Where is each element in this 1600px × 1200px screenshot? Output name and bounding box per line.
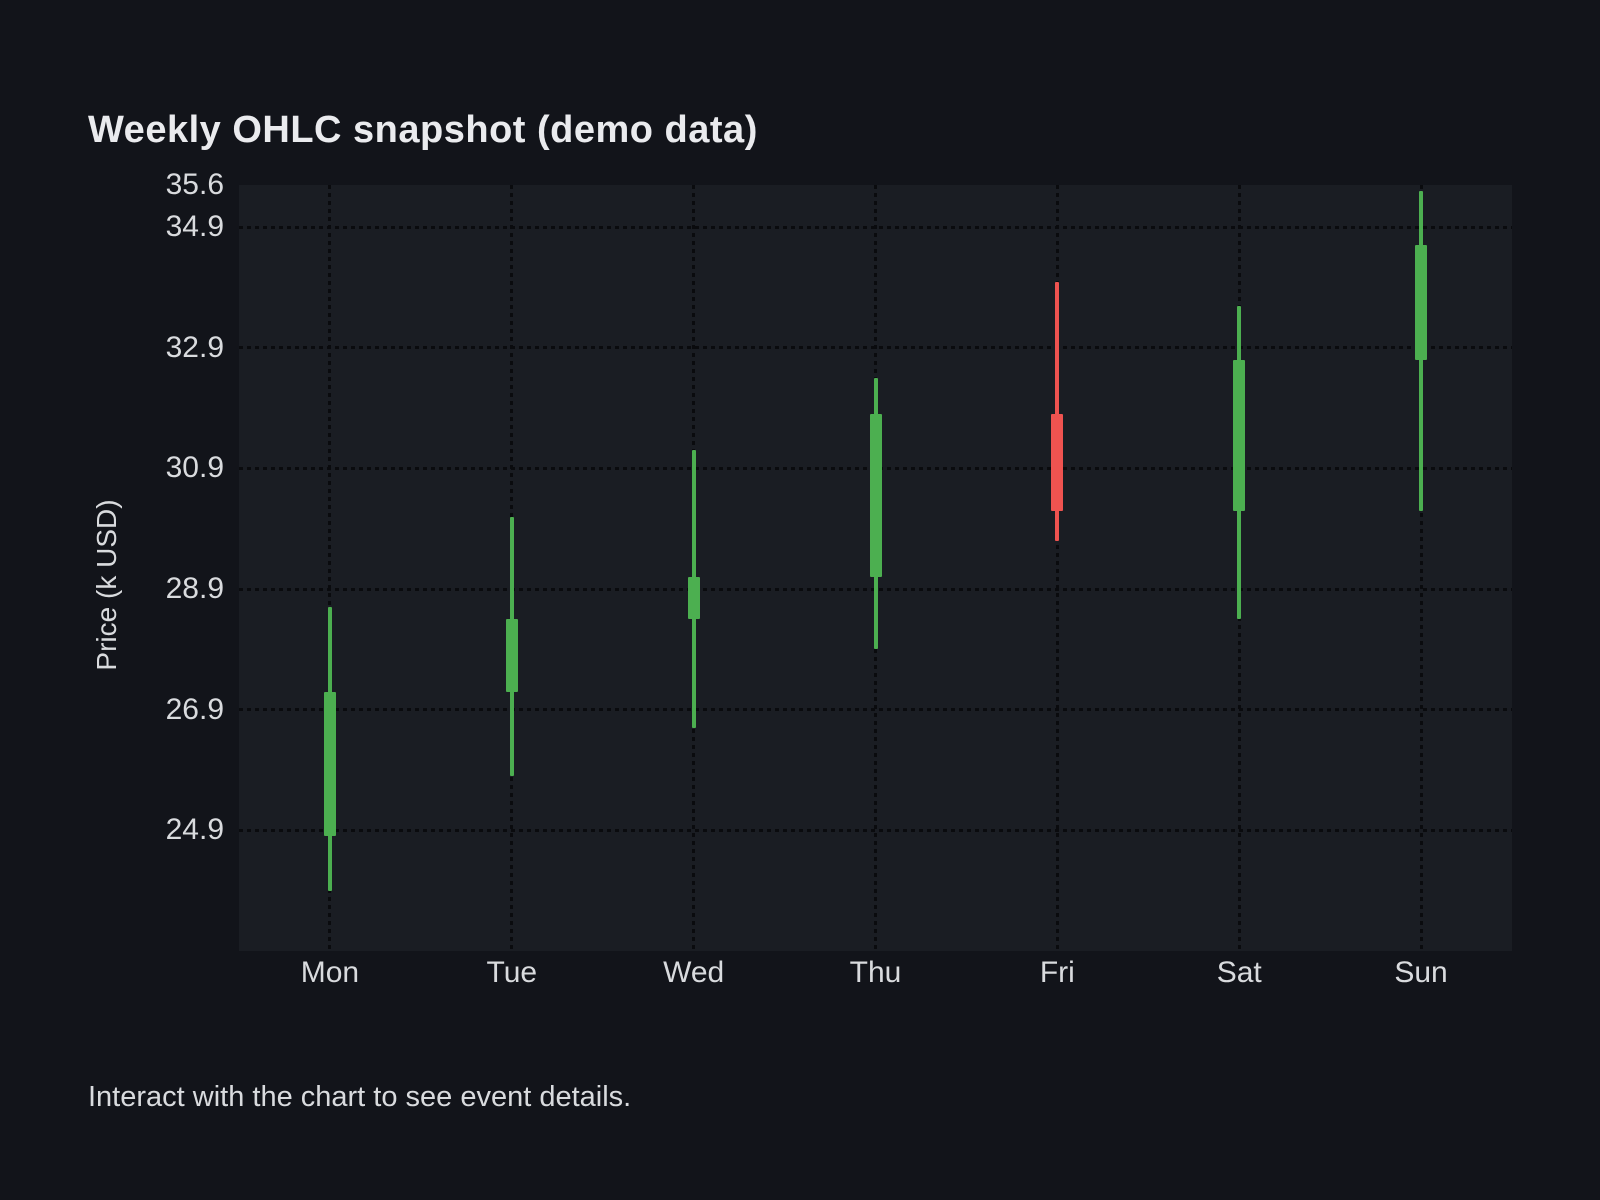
candle-body-mon[interactable] bbox=[323, 691, 336, 837]
grid-line-x bbox=[1055, 185, 1059, 951]
x-tick-label: Thu bbox=[849, 956, 902, 989]
chart-title: Weekly OHLC snapshot (demo data) bbox=[88, 109, 758, 151]
candle-body-tue[interactable] bbox=[505, 619, 518, 692]
footer-hint: Interact with the chart to see event det… bbox=[88, 1081, 632, 1113]
y-tick-label: 34.9 bbox=[165, 210, 224, 244]
y-tick-label: 28.9 bbox=[165, 572, 224, 606]
candle-wick-fri[interactable] bbox=[1055, 281, 1060, 541]
candle-body-sun[interactable] bbox=[1415, 245, 1428, 360]
grid-line-x bbox=[328, 185, 332, 951]
y-tick-label: 24.9 bbox=[165, 813, 224, 847]
y-tick-label: 26.9 bbox=[165, 692, 224, 726]
y-tick-label: 35.6 bbox=[165, 168, 224, 201]
y-tick-label: 32.9 bbox=[165, 330, 224, 364]
x-tick-label: Sat bbox=[1216, 956, 1262, 989]
x-tick-label: Wed bbox=[663, 956, 725, 989]
y-axis-title: Price (k USD) bbox=[91, 499, 122, 671]
x-tick-label: Sun bbox=[1394, 956, 1448, 989]
candle-body-thu[interactable] bbox=[869, 414, 882, 578]
grid-line-x bbox=[1419, 185, 1423, 951]
x-tick-label: Mon bbox=[300, 956, 360, 989]
candle-body-wed[interactable] bbox=[687, 577, 700, 620]
candle-body-sat[interactable] bbox=[1233, 359, 1246, 511]
x-tick-label: Tue bbox=[486, 956, 538, 989]
x-tick-label: Fri bbox=[1039, 956, 1075, 989]
candle-body-fri[interactable] bbox=[1051, 414, 1064, 511]
y-tick-label: 30.9 bbox=[165, 451, 224, 485]
